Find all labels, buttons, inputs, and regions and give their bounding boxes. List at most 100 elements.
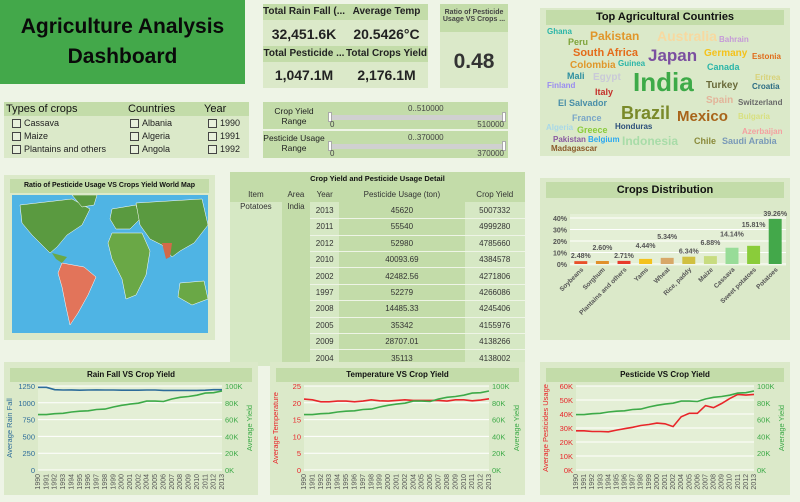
column-header[interactable]: Area (281, 186, 311, 203)
bar[interactable] (639, 258, 653, 264)
x-tick-label: 1992 (52, 474, 59, 490)
word-madagascar[interactable]: Madagascar (551, 144, 598, 153)
crop-checkbox[interactable]: Plantains and others (12, 144, 106, 154)
word-algeria[interactable]: Algeria (546, 123, 574, 132)
checkbox-box[interactable] (130, 144, 139, 154)
year-checkbox[interactable]: 1991 (208, 131, 240, 141)
country-checkbox[interactable]: Algeria (130, 131, 170, 141)
central-america[interactable] (52, 253, 67, 263)
word-mexico[interactable]: Mexico (677, 108, 728, 125)
yield-series-line[interactable] (576, 390, 755, 416)
checkbox-box[interactable] (208, 118, 217, 128)
column-header[interactable]: Crop Yield (464, 186, 525, 203)
word-spain[interactable]: Spain (706, 95, 734, 106)
country-checkbox[interactable]: Angola (130, 144, 170, 154)
europe[interactable] (109, 204, 141, 230)
asia[interactable] (135, 198, 208, 258)
slider-max-handle[interactable] (502, 112, 506, 122)
word-estonia[interactable]: Estonia (752, 52, 781, 61)
word-indonesia[interactable]: Indonesia (622, 134, 679, 148)
word-azerbaijan[interactable]: Azerbaijan (742, 127, 783, 136)
checkbox-box[interactable] (12, 118, 21, 128)
checkbox-label: Plantains and others (24, 144, 107, 154)
word-india[interactable]: India (633, 67, 694, 97)
checkbox-box[interactable] (12, 144, 21, 154)
year-checkbox[interactable]: 1990 (208, 118, 240, 128)
slider-min-handle[interactable] (328, 112, 332, 122)
crop-checkbox[interactable]: Maize (12, 131, 48, 141)
word-ghana[interactable]: Ghana (547, 27, 572, 36)
word-honduras[interactable]: Honduras (615, 122, 653, 131)
word-australia[interactable]: Australia (657, 28, 717, 44)
checkbox-box[interactable] (130, 131, 139, 141)
word-bahrain[interactable]: Bahrain (719, 35, 749, 44)
word-el-salvador[interactable]: El Salvador (558, 98, 608, 108)
word-canada[interactable]: Canada (707, 62, 740, 72)
word-croatia[interactable]: Croatia (752, 82, 780, 91)
word-switzerland[interactable]: Switzerland (738, 98, 783, 107)
word-saudi-arabia[interactable]: Saudi Arabia (722, 136, 777, 146)
primary-series-line[interactable] (303, 398, 490, 403)
yield-series-line[interactable] (38, 390, 223, 416)
primary-series-line[interactable] (38, 386, 222, 392)
column-header[interactable]: Item (230, 186, 282, 203)
word-peru[interactable]: Peru (568, 37, 589, 47)
bar[interactable] (747, 245, 761, 264)
word-pakistan[interactable]: Pakistan (590, 29, 640, 43)
bar[interactable] (682, 256, 696, 264)
checkbox-box[interactable] (208, 144, 217, 154)
africa[interactable] (107, 232, 151, 300)
column-header[interactable]: Year (310, 186, 340, 203)
primary-series-line[interactable] (576, 393, 755, 433)
word-egypt[interactable]: Egypt (593, 72, 621, 83)
wordcloud-panel: Top Agricultural Countries Ghana Peru Paki… (540, 8, 790, 156)
slider-min-handle[interactable] (328, 141, 332, 151)
word-belgium[interactable]: Belgium (588, 135, 620, 144)
temperature-chart-panel: Temperature VS Crop Yield 0 5 10 15 20 25 0K 20… (270, 362, 525, 495)
word-eritrea[interactable]: Eritrea (755, 73, 781, 82)
word-bulgaria[interactable]: Bulgaria (738, 112, 771, 121)
word-mali[interactable]: Mali (567, 71, 585, 81)
word-italy[interactable]: Italy (595, 87, 614, 97)
bar[interactable] (617, 260, 631, 264)
checkbox-box[interactable] (208, 131, 217, 141)
word-guinea[interactable]: Guinea (618, 59, 646, 68)
slider-track[interactable] (328, 141, 506, 151)
word-france[interactable]: France (572, 113, 602, 123)
word-turkey[interactable]: Turkey (706, 80, 739, 91)
year-checkbox[interactable]: 1992 (208, 144, 240, 154)
bar[interactable] (574, 261, 588, 264)
column-header[interactable]: Pesticide Usage (ton) (339, 186, 465, 203)
x-tick-label: 2001 (662, 474, 669, 490)
greenland[interactable] (71, 195, 98, 208)
temperature-vs-yield-chart: 0 5 10 15 20 25 0K 20K 40K 60K 80K 100K Average Temp… (271, 382, 521, 490)
word-pakistan[interactable]: Pakistan (553, 135, 586, 144)
bar[interactable] (660, 257, 674, 264)
bar[interactable] (768, 218, 782, 264)
bar[interactable] (725, 247, 739, 264)
word-chile[interactable]: Chile (694, 136, 717, 146)
word-finland[interactable]: Finland (547, 81, 576, 90)
word-japan[interactable]: Japan (648, 46, 698, 65)
crop-checkbox[interactable]: Cassava (12, 118, 59, 128)
yield-series-line[interactable] (304, 390, 490, 416)
slider-max-handle[interactable] (502, 141, 506, 151)
bar[interactable] (595, 261, 609, 264)
checkbox-box[interactable] (12, 131, 21, 141)
y2-axis-label: Average Yield (512, 405, 521, 451)
checkbox-box[interactable] (130, 118, 139, 128)
word-colombia[interactable]: Colombia (570, 60, 616, 71)
world-map[interactable] (12, 195, 208, 333)
rain-vs-yield-chart: 0 250 500 750 1000 1250 0K 20K 40K 60K 80K 100K Aver… (5, 382, 254, 490)
country-checkbox[interactable]: Albania (130, 118, 172, 128)
australia[interactable] (177, 280, 208, 306)
slider-track[interactable] (328, 112, 506, 122)
brazil[interactable] (57, 262, 97, 326)
word-south-africa[interactable]: South Africa (573, 47, 638, 59)
bar[interactable] (703, 256, 717, 264)
word-brazil[interactable]: Brazil (621, 103, 671, 123)
india[interactable] (162, 243, 172, 259)
y-tick-label: 40K (560, 410, 573, 419)
word-greece[interactable]: Greece (577, 125, 608, 135)
word-germany[interactable]: Germany (704, 48, 748, 59)
